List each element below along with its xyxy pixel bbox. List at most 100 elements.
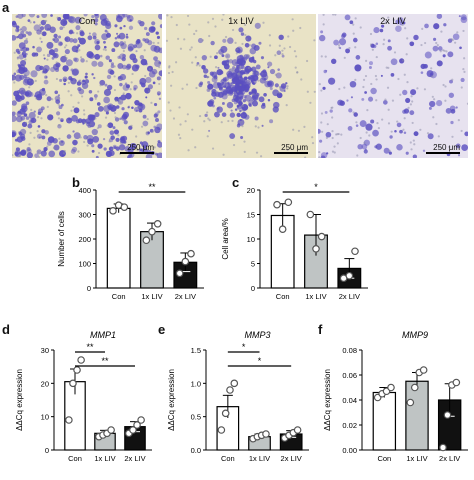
stained-cell	[252, 100, 258, 107]
membrane-pore	[354, 46, 357, 49]
x-tick-label: Con	[68, 454, 82, 463]
stained-cell	[455, 106, 458, 109]
stained-cell	[361, 143, 368, 150]
stained-cell	[413, 34, 419, 41]
stained-cell	[21, 25, 27, 32]
membrane-pore	[424, 41, 427, 45]
stained-cell	[45, 76, 48, 79]
membrane-pore	[130, 124, 133, 127]
stained-cell	[201, 54, 208, 61]
membrane-pore	[387, 16, 390, 19]
membrane-pore	[374, 74, 378, 78]
stained-cell	[216, 106, 223, 113]
stained-cell	[402, 89, 408, 96]
stained-cell	[117, 75, 123, 82]
membrane-pore	[179, 47, 183, 50]
membrane-pore	[86, 144, 89, 147]
stained-cell	[93, 76, 96, 80]
panel-letter-e: e	[158, 322, 166, 337]
membrane-pore	[89, 123, 92, 126]
stained-cell	[107, 122, 114, 129]
membrane-pore	[79, 79, 82, 82]
stained-cell	[209, 71, 214, 76]
membrane-pore	[186, 14, 190, 18]
stained-cell	[20, 48, 23, 52]
chart-number-of-cells: 0 100 200 300 400 Number of cells Con 1x LIV 2x …	[57, 182, 204, 301]
stained-cell	[375, 42, 379, 45]
stained-cell	[370, 119, 375, 124]
membrane-pore	[410, 148, 413, 151]
stained-cell	[155, 118, 159, 122]
membrane-pore	[383, 38, 386, 41]
stained-cell	[341, 33, 346, 39]
membrane-pore	[154, 152, 157, 155]
stained-cell	[28, 111, 36, 119]
stained-cell	[153, 56, 158, 62]
membrane-pore	[178, 106, 181, 109]
membrane-pore	[57, 103, 60, 106]
membrane-pore	[365, 131, 368, 134]
stained-cell	[51, 56, 55, 60]
membrane-pore	[190, 46, 193, 49]
membrane-pore	[423, 88, 427, 91]
stained-cell	[239, 54, 244, 59]
stained-cell	[254, 22, 261, 29]
membrane-pore	[143, 49, 146, 52]
stained-cell	[43, 79, 49, 85]
membrane-pore	[123, 41, 127, 44]
data-point	[452, 378, 461, 387]
membrane-pore	[227, 93, 230, 97]
membrane-pore	[102, 48, 105, 51]
stained-cell	[210, 40, 215, 46]
membrane-pore	[57, 96, 60, 99]
stained-cell	[248, 103, 252, 108]
membrane-pore	[153, 146, 156, 149]
membrane-pore	[359, 26, 362, 29]
stained-cell	[196, 62, 200, 65]
stained-cell	[285, 82, 288, 85]
stained-cell	[422, 149, 426, 153]
membrane-pore	[401, 59, 405, 62]
stained-cell	[64, 49, 70, 55]
stained-cell	[432, 45, 439, 52]
membrane-pore	[236, 48, 239, 51]
membrane-pore	[283, 47, 286, 50]
membrane-pore	[184, 120, 187, 123]
membrane-pore	[318, 82, 321, 86]
stained-cell	[354, 64, 362, 72]
membrane-pore	[195, 64, 198, 67]
stained-cell	[138, 103, 146, 111]
stained-cell	[383, 100, 388, 105]
data-point	[419, 366, 428, 374]
stained-cell	[53, 33, 58, 38]
stained-cell	[413, 131, 419, 137]
stained-cell	[13, 72, 17, 76]
membrane-pore	[52, 37, 55, 41]
stained-cell	[348, 108, 353, 113]
stained-cell	[91, 19, 94, 22]
stained-cell	[104, 83, 108, 87]
membrane-pore	[318, 150, 321, 154]
stained-cell	[71, 146, 78, 153]
membrane-pore	[450, 37, 453, 41]
stained-cell	[258, 96, 265, 103]
membrane-pore	[413, 143, 416, 146]
stained-cell	[445, 107, 452, 114]
membrane-pore	[120, 147, 123, 150]
stained-cell	[34, 153, 39, 158]
membrane-pore	[334, 14, 337, 16]
membrane-pore	[409, 103, 412, 106]
stained-cell	[88, 90, 93, 94]
membrane-pore	[175, 61, 178, 64]
significance-label: **	[148, 182, 156, 192]
stained-cell	[243, 95, 247, 99]
stained-cell	[29, 118, 35, 123]
membrane-pore	[320, 112, 324, 115]
membrane-pore	[354, 17, 357, 20]
stained-cell	[240, 112, 248, 119]
stained-cell	[83, 14, 88, 17]
membrane-pore	[51, 98, 54, 101]
stained-cell	[131, 106, 134, 110]
stained-cell	[242, 71, 246, 75]
stained-cell	[460, 14, 467, 21]
